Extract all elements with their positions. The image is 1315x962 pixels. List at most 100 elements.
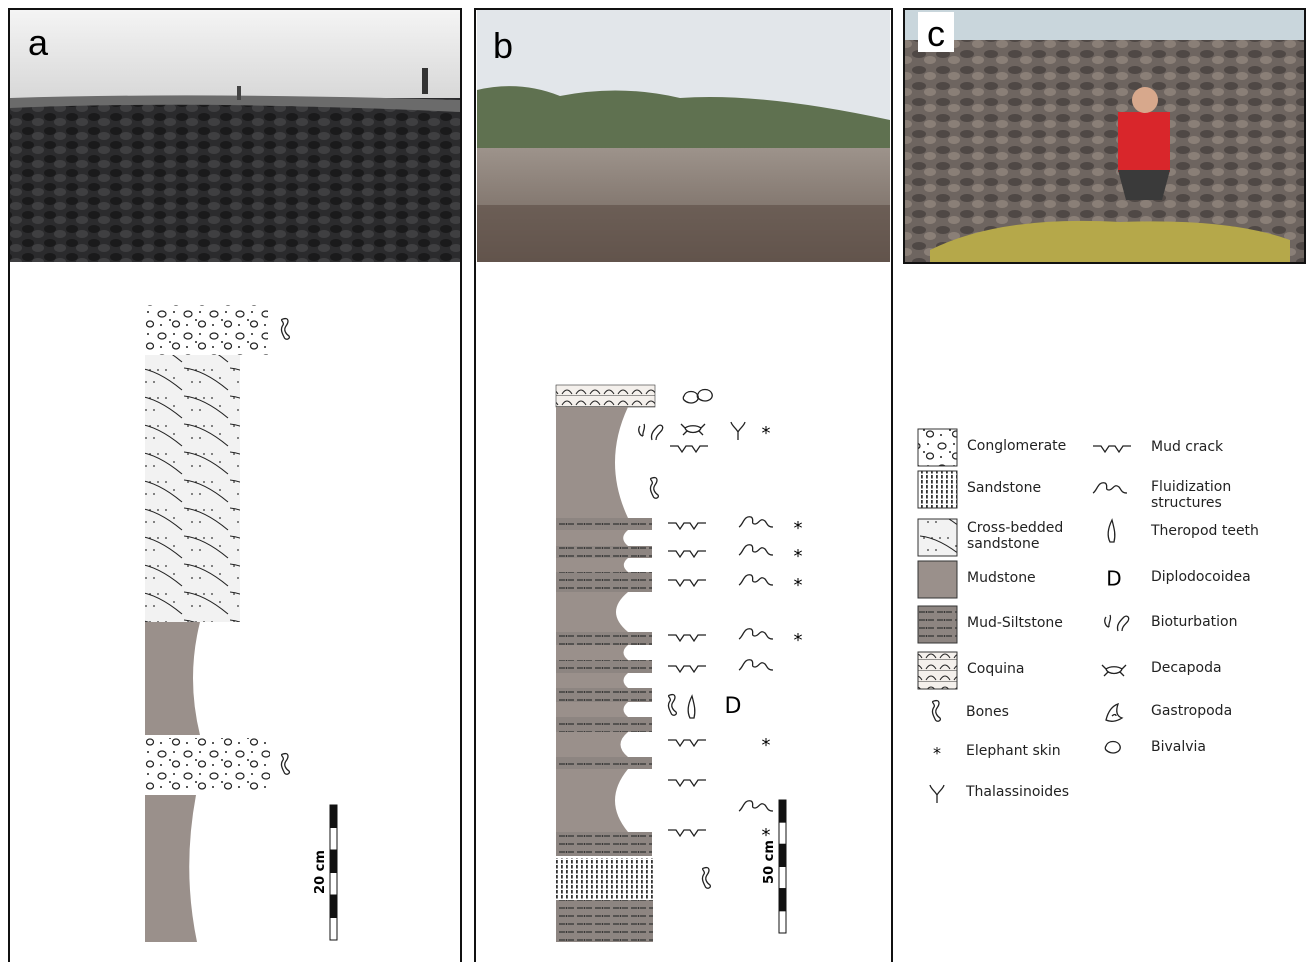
- legend-icon: [1105, 742, 1120, 753]
- symbol-icon: [668, 780, 706, 786]
- symbol-icon: [739, 545, 773, 555]
- scale-bar: [779, 844, 786, 866]
- mudstone-bed: [556, 407, 628, 518]
- symbol-icon: [668, 580, 706, 586]
- legend-label: Coquina: [967, 661, 1097, 677]
- mudstone-bed: [556, 702, 628, 717]
- legend-label: Bones: [966, 704, 1096, 720]
- legend-label: Fluidization structures: [1151, 479, 1281, 511]
- panel-label: b: [493, 25, 513, 66]
- symbol-icon: [739, 629, 773, 639]
- diplodocoidea-mark: D: [725, 694, 742, 719]
- symbol-icon: [650, 478, 658, 499]
- legend-label: Bivalvia: [1151, 739, 1281, 755]
- symbol-icon: [731, 422, 745, 440]
- scale-bar: [779, 911, 786, 933]
- legend-icon: [1108, 520, 1115, 542]
- symbol-icon: [739, 801, 773, 811]
- legend-swatch: [918, 652, 957, 689]
- mudsilt-bed: [556, 717, 652, 732]
- elephant-skin-mark: *: [762, 825, 771, 846]
- legend-label: Elephant skin: [966, 743, 1096, 759]
- column-b: [556, 385, 656, 942]
- symbol-icon: [668, 740, 706, 746]
- elephant-skin-mark: *: [794, 546, 803, 567]
- figure: a b c 20 cm 50 cm *******D*D (() => { co…: [0, 0, 1315, 962]
- legend-swatch: [918, 561, 957, 598]
- mudstone-bed: [556, 673, 628, 688]
- elephant-skin-mark: *: [794, 630, 803, 651]
- legend-icon: [1105, 615, 1129, 631]
- legend-label: Mudstone: [967, 570, 1097, 586]
- legend-icon: [1106, 704, 1122, 721]
- symbol-icon: [668, 551, 706, 557]
- symbol-icon: [683, 392, 698, 403]
- mudsilt-bed: [556, 757, 652, 769]
- symbol-icon: [739, 575, 773, 585]
- scale-bar: [330, 895, 337, 918]
- scale-bar: [330, 850, 337, 873]
- legend-icon: [1093, 446, 1131, 452]
- symbol-icon: [281, 319, 289, 340]
- legend-icon: [1093, 483, 1127, 493]
- legend-label: Mud-Siltstone: [967, 615, 1097, 631]
- symbol-icon: [668, 523, 706, 529]
- scale-bar: [779, 889, 786, 911]
- photo-c: [904, 9, 1305, 263]
- legend-label: Bioturbation: [1151, 614, 1281, 630]
- legend-label: Mud crack: [1151, 439, 1281, 455]
- legend-icon: *: [933, 744, 941, 763]
- elephant-skin-mark: *: [794, 575, 803, 596]
- symbol-icon: [281, 754, 289, 775]
- legend-label: Gastropoda: [1151, 703, 1281, 719]
- mudsilt-bed: [556, 518, 652, 530]
- elephant-skin-mark: *: [762, 423, 771, 444]
- symbol-icon: [639, 424, 663, 440]
- column-a: [145, 305, 270, 942]
- scale-bar: [330, 918, 337, 941]
- legend-icon: [1102, 665, 1126, 676]
- symbol-icon: [670, 446, 708, 452]
- mudstone-bed: [556, 645, 628, 660]
- legend-swatch: [918, 606, 957, 643]
- symbol-icon: [668, 635, 706, 641]
- scale-bar: [330, 805, 337, 828]
- mudsilt-bed: [556, 660, 652, 673]
- symbol-icon: [697, 390, 712, 401]
- legend-label: Theropod teeth: [1151, 523, 1281, 539]
- legend-label: Thalassinoides: [966, 784, 1096, 800]
- mudstone-bed: [556, 732, 628, 757]
- legend-icon: [932, 701, 940, 722]
- symbol-icon: [668, 830, 706, 836]
- scale-bar: [779, 867, 786, 889]
- scale-bar: [330, 828, 337, 851]
- symbol-icon: [668, 695, 676, 716]
- legend-icon: [930, 785, 944, 803]
- photo-b: [477, 10, 890, 262]
- scale-label: 20 cm: [313, 850, 328, 894]
- symbol-icon: [681, 424, 705, 435]
- scale-bar: [779, 800, 786, 822]
- mudstone-bed: [556, 558, 628, 572]
- legend-label: Cross-bedded sandstone: [967, 520, 1097, 552]
- elephant-skin-mark: *: [794, 518, 803, 539]
- scale-label: 50 cm: [762, 840, 777, 884]
- legend-swatch: [918, 471, 957, 508]
- legend-label: Sandstone: [967, 480, 1097, 496]
- mudstone-bed: [556, 530, 628, 546]
- symbol-icon: [739, 660, 773, 670]
- mudsilt-bed: [556, 688, 652, 702]
- scale-bar: [330, 873, 337, 896]
- legend-label: Conglomerate: [967, 438, 1097, 454]
- mudsilt-bed: [556, 832, 652, 856]
- legend-swatch: [918, 429, 957, 466]
- scale-bar: [779, 822, 786, 844]
- mudsilt-bed: [556, 546, 652, 558]
- legend-label: Decapoda: [1151, 660, 1281, 676]
- symbol-icon: [739, 517, 773, 527]
- legend-label: Diplodocoidea: [1151, 569, 1281, 585]
- photo-a: [10, 10, 460, 262]
- mudstone-bed: [556, 769, 628, 832]
- symbol-icon: [702, 868, 710, 889]
- mudsilt-bed: [556, 632, 652, 645]
